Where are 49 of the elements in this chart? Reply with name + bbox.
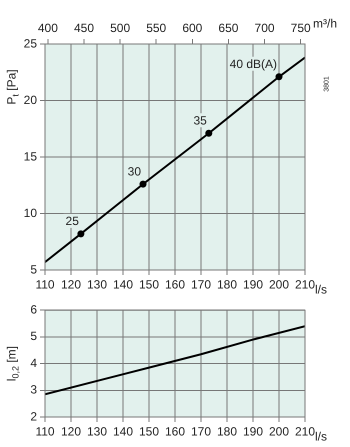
y-tick-label: 6 — [30, 302, 38, 317]
x-tick-label: 200 — [268, 424, 290, 439]
x-tick-label: 130 — [86, 278, 108, 292]
x2-tick-label: 700 — [254, 21, 275, 36]
annotation: 40 dB(A) — [230, 57, 277, 72]
x-tick-label: 170 — [190, 424, 212, 439]
y-tick-label: 15 — [24, 149, 38, 164]
x-tick-label: 120 — [60, 278, 82, 292]
x-tick-label: 210 — [294, 424, 316, 439]
annotation: 25 — [66, 214, 80, 228]
y-tick-label: 4 — [30, 356, 38, 370]
x-tick-label: 130 — [86, 424, 108, 439]
y-tick-label: 3 — [30, 382, 38, 397]
x-tick-label: 190 — [242, 278, 264, 292]
x-tick-label: 110 — [35, 424, 55, 439]
y-tick-label: 5 — [30, 329, 38, 344]
x-tick-label: 160 — [164, 278, 186, 292]
x-tick-label: 170 — [190, 278, 212, 292]
x-tick-label: 160 — [164, 424, 186, 439]
x-axis-title: l/s — [315, 429, 327, 444]
x-tick-label: 150 — [138, 424, 160, 439]
x-tick-label: 140 — [112, 278, 134, 292]
x2-axis-title: m³/h — [313, 16, 337, 30]
x2-tick-label: 500 — [110, 21, 130, 36]
annotation: 30 — [128, 164, 142, 178]
x-tick-label: 180 — [216, 278, 238, 292]
y-tick-label: 25 — [24, 36, 38, 50]
x2-tick-label: 650 — [218, 21, 239, 36]
x2-tick-label: 600 — [182, 21, 203, 36]
y-axis-title: l0,2 [m] — [4, 346, 20, 382]
y-axis-title: Pt [Pa] — [4, 69, 20, 105]
y-tick-label: 5 — [30, 262, 38, 276]
x-tick-label: 210 — [294, 278, 316, 292]
x2-tick-label: 450 — [74, 21, 94, 36]
y-tick-label: 2 — [30, 409, 38, 424]
y-tick-label: 20 — [24, 92, 38, 107]
x-tick-label: 120 — [60, 424, 82, 439]
x2-tick-label: 550 — [146, 21, 167, 36]
x-tick-label: 150 — [138, 278, 160, 292]
x-tick-label: 140 — [112, 424, 134, 439]
x-axis-title: l/s — [315, 282, 327, 296]
x2-tick-label: 750 — [290, 21, 311, 36]
x-tick-label: 200 — [268, 278, 290, 292]
x-tick-label: 180 — [216, 424, 238, 439]
x-tick-label: 110 — [35, 278, 55, 292]
annotation: 35 — [193, 114, 208, 128]
y-tick-label: 10 — [24, 206, 38, 220]
x-tick-label: 190 — [242, 424, 264, 439]
x2-tick-label: 400 — [38, 21, 58, 36]
